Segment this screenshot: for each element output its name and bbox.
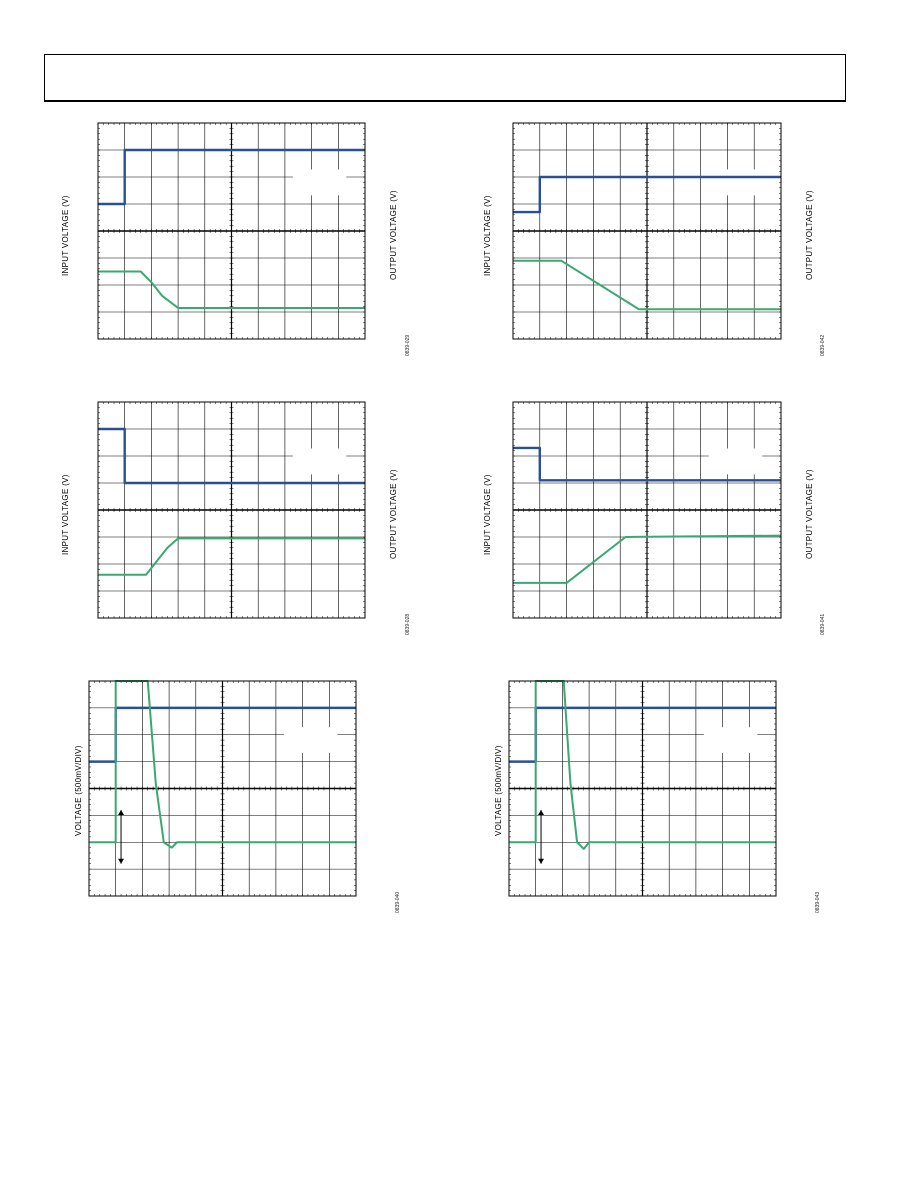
readout-blank [703, 727, 758, 754]
page-header-box [44, 54, 846, 102]
arrow-head-down [538, 858, 545, 864]
input-trace [513, 175, 781, 214]
readout-blank [283, 727, 338, 754]
chart-plot [97, 401, 366, 619]
output-trace [89, 680, 356, 849]
chart-plot [88, 680, 357, 897]
output-trace [98, 537, 365, 576]
arrow-head-up [118, 810, 125, 815]
output-trace [509, 680, 776, 850]
figure-code: 0839-043 [815, 891, 821, 913]
plot-frame [97, 122, 366, 340]
arrow-head-up [538, 810, 545, 815]
plot-frame [512, 122, 782, 340]
readout-blank [708, 448, 763, 475]
plot-frame [88, 680, 357, 897]
readout-blank [708, 169, 763, 196]
readout-blank [292, 169, 347, 196]
output-trace [513, 534, 782, 584]
chart-plot [508, 680, 777, 897]
input-trace [98, 148, 365, 206]
chart-plot [97, 122, 366, 340]
input-trace [98, 427, 365, 485]
chart-plot [512, 401, 782, 619]
plot-frame [97, 401, 366, 619]
plot-frame [512, 401, 782, 619]
input-trace [513, 446, 781, 482]
plot-frame [508, 680, 777, 897]
output-trace [98, 270, 365, 309]
arrow-head-down [118, 858, 125, 864]
readout-blank [292, 448, 347, 475]
chart-plot [512, 122, 782, 340]
output-trace [513, 259, 781, 311]
